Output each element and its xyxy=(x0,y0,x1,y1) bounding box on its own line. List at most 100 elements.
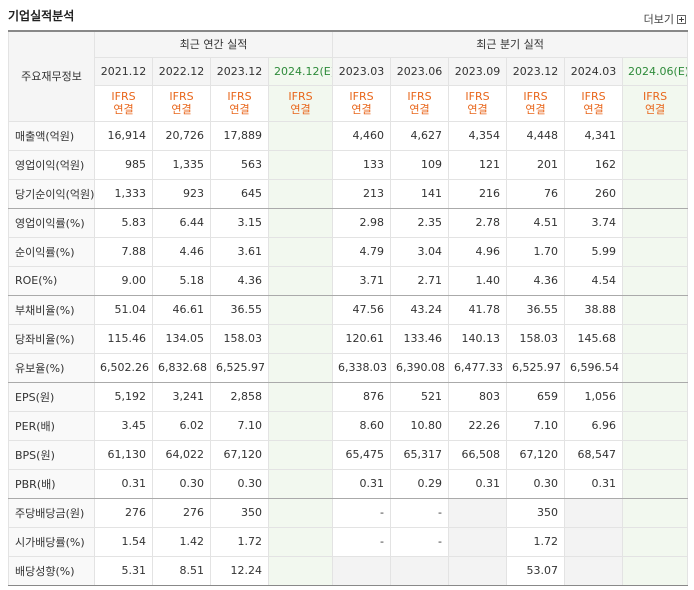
row-label: 당좌비율(%) xyxy=(8,323,95,354)
ifrs-line2: 연결 xyxy=(409,103,430,116)
row-label: 매출액(억원) xyxy=(8,120,95,151)
value-cell: 7.88 xyxy=(94,236,153,267)
ifrs-line2: 연결 xyxy=(525,103,546,116)
table-row: EPS(원) 5,192 3,241 2,858 876 521 803 659 1,056 xyxy=(8,381,689,412)
period-label: 2023.03 xyxy=(338,64,385,78)
table-row: 유보율(%) 6,502.26 6,832.68 6,525.97 6,338.03 6,… xyxy=(8,352,689,383)
ifrs-label: IFRS 연결 xyxy=(152,84,211,122)
value-cell: 4,354 xyxy=(448,120,508,151)
section-title: 기업실적분석 xyxy=(8,9,75,23)
value-cell: - xyxy=(390,526,450,557)
ifrs-line1: IFRS xyxy=(227,90,252,103)
value-cell: 9.00 xyxy=(94,265,153,296)
value-cell: 10.80 xyxy=(390,410,450,441)
value-cell: 803 xyxy=(448,381,508,412)
value-cell: 2.78 xyxy=(448,207,508,238)
value-cell xyxy=(267,526,334,557)
value-cell: 1.42 xyxy=(152,526,211,557)
value-cell: 4.36 xyxy=(506,265,566,296)
value-cell: 6.44 xyxy=(152,207,211,238)
ifrs-line1: IFRS xyxy=(349,90,374,103)
value-cell: 6,390.08 xyxy=(390,352,450,383)
value-cell: 5.99 xyxy=(564,236,624,267)
more-label[interactable]: 더보기 xyxy=(643,13,674,26)
value-cell: 8.51 xyxy=(152,555,211,586)
value-cell: 22.26 xyxy=(448,410,508,441)
value-cell: 4,341 xyxy=(564,120,624,151)
value-cell xyxy=(267,265,334,296)
value-cell xyxy=(622,497,689,528)
value-cell: 6,832.68 xyxy=(152,352,211,383)
table-row: 시가배당률(%) 1.54 1.42 1.72- -1.72 xyxy=(8,526,689,557)
table-row: ROE(%) 9.00 5.18 4.36 3.71 2.71 1.40 4.36 4.54 xyxy=(8,265,689,296)
value-cell: 2.98 xyxy=(332,207,392,238)
value-cell: 158.03 xyxy=(506,323,566,354)
value-cell: 1,335 xyxy=(152,149,211,180)
value-cell: 659 xyxy=(506,381,566,412)
table-row: PER(배) 3.45 6.02 7.10 8.60 10.80 22.26 7.10 6.96 xyxy=(8,410,689,441)
ifrs-line1: IFRS xyxy=(581,90,606,103)
period-label: 2021.12 xyxy=(100,64,147,78)
value-cell: 0.30 xyxy=(152,468,211,499)
value-cell: 4,460 xyxy=(332,120,392,151)
row-label: 당기순이익(억원) xyxy=(8,178,95,209)
value-cell xyxy=(267,149,334,180)
value-cell: 260 xyxy=(564,178,624,209)
value-cell: 4.51 xyxy=(506,207,566,238)
value-cell: 121 xyxy=(448,149,508,180)
value-cell xyxy=(622,352,689,383)
value-cell: 201 xyxy=(506,149,566,180)
ifrs-line2: 연결 xyxy=(113,103,134,116)
value-cell: 7.10 xyxy=(506,410,566,441)
estimate-marker: (E) xyxy=(319,64,332,78)
value-cell: 1,333 xyxy=(94,178,153,209)
value-cell: 158.03 xyxy=(210,323,269,354)
value-cell: 76 xyxy=(506,178,566,209)
value-cell: 6.96 xyxy=(564,410,624,441)
value-cell: 162 xyxy=(564,149,624,180)
period-label: 2022.12 xyxy=(158,64,205,78)
value-cell: 4,627 xyxy=(390,120,450,151)
value-cell: 3.45 xyxy=(94,410,153,441)
period-header: 2024.03 xyxy=(564,56,624,86)
value-cell xyxy=(267,323,334,354)
ifrs-line2: 연결 xyxy=(644,103,666,116)
row-label: EPS(원) xyxy=(8,381,95,412)
value-cell: 6,338.03 xyxy=(332,352,392,383)
value-cell xyxy=(390,555,450,586)
period-label: 2024.03 xyxy=(570,64,617,78)
value-cell: 1.40 xyxy=(448,265,508,296)
value-cell: 36.55 xyxy=(210,294,269,325)
value-cell: 115.46 xyxy=(94,323,153,354)
value-cell: 141 xyxy=(390,178,450,209)
period-header: 2022.12 xyxy=(152,56,211,86)
value-cell: 20,726 xyxy=(152,120,211,151)
value-cell: 3,241 xyxy=(152,381,211,412)
row-label: 순이익률(%) xyxy=(8,236,95,267)
value-cell xyxy=(267,352,334,383)
value-cell: 1.54 xyxy=(94,526,153,557)
value-cell: 4.54 xyxy=(564,265,624,296)
value-cell xyxy=(267,294,334,325)
row-label: 배당성향(%) xyxy=(8,555,95,586)
value-cell: 41.78 xyxy=(448,294,508,325)
value-cell: 67,120 xyxy=(210,439,269,470)
ifrs-line2: 연결 xyxy=(171,103,192,116)
value-cell xyxy=(622,265,689,296)
value-cell: 0.30 xyxy=(210,468,269,499)
period-label: 2023.12 xyxy=(512,64,559,78)
ifrs-label: IFRS 연결 xyxy=(506,84,566,122)
value-cell: 1.72 xyxy=(506,526,566,557)
table-row: 배당성향(%) 5.31 8.51 12.24 53.07 xyxy=(8,555,689,586)
period-label: 2024.06 xyxy=(628,64,674,78)
table-row: 영업이익률(%) 5.83 6.44 3.15 2.98 2.35 2.78 4.51 3.74 xyxy=(8,207,689,238)
value-cell xyxy=(622,323,689,354)
ifrs-label: IFRS 연결 xyxy=(332,84,392,122)
value-cell xyxy=(267,497,334,528)
period-header: 2024.06(E) xyxy=(622,56,689,86)
value-cell: 140.13 xyxy=(448,323,508,354)
value-cell: 134.05 xyxy=(152,323,211,354)
table-row: 당기순이익(억원) 1,333 923 645 213 141 216 76 260 xyxy=(8,178,689,209)
more-link[interactable]: 더보기 xyxy=(644,11,686,27)
value-cell: 2.71 xyxy=(390,265,450,296)
